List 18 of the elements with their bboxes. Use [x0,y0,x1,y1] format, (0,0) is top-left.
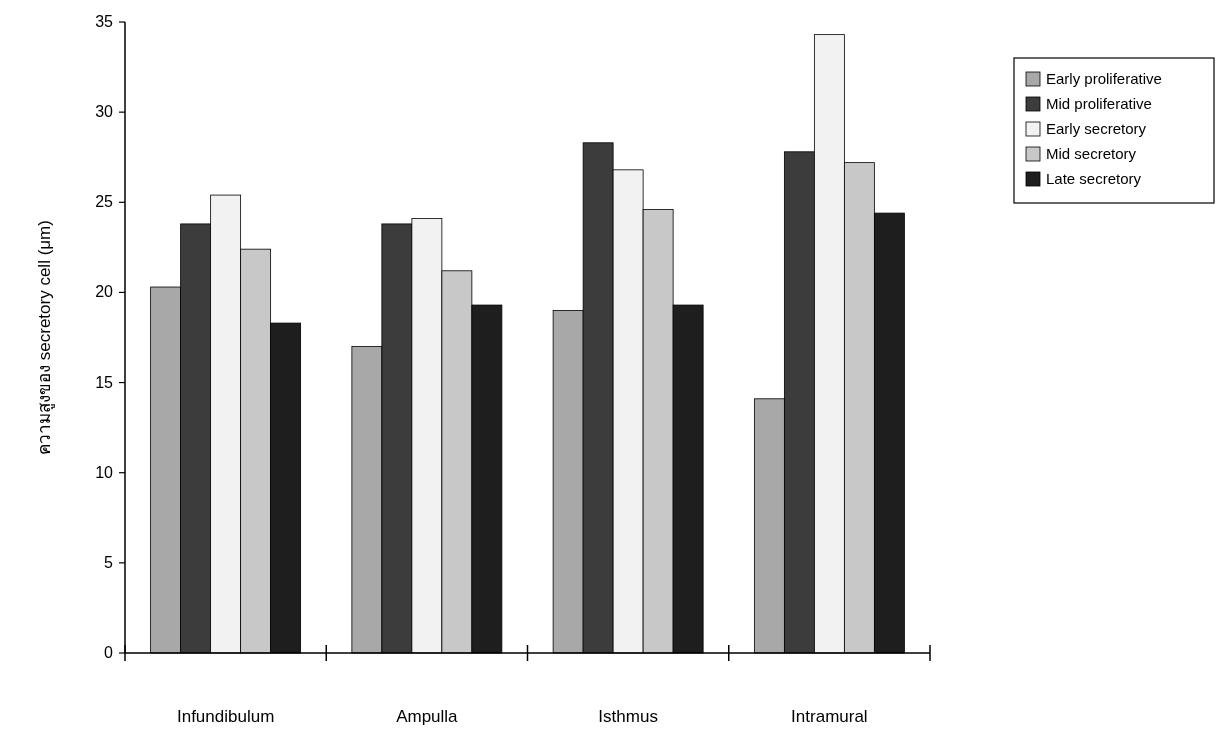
legend-label: Late secretory [1046,170,1142,187]
y-tick-label: 10 [95,463,114,481]
y-tick-label: 5 [104,553,114,571]
legend-label: Mid proliferative [1046,95,1152,112]
y-axis-title: ความสูงของ secretory cell (μm) [35,220,55,455]
y-tick-label: 25 [95,193,114,211]
y-tick-label: 30 [95,103,114,121]
legend-label: Early proliferative [1046,70,1162,87]
x-tick-label: Infundibulum [176,707,275,726]
y-tick-label: 0 [104,644,114,661]
y-tick-label: 20 [95,283,114,301]
legend-label: Early secretory [1046,120,1147,137]
y-tick-label: 15 [95,373,114,391]
x-tick-label: Ampulla [396,707,459,726]
legend-label: Mid secretory [1046,145,1137,162]
y-tick-label: 35 [95,13,114,30]
x-tick-label: Isthmus [598,707,658,726]
x-tick-label: Intramural [791,707,868,726]
